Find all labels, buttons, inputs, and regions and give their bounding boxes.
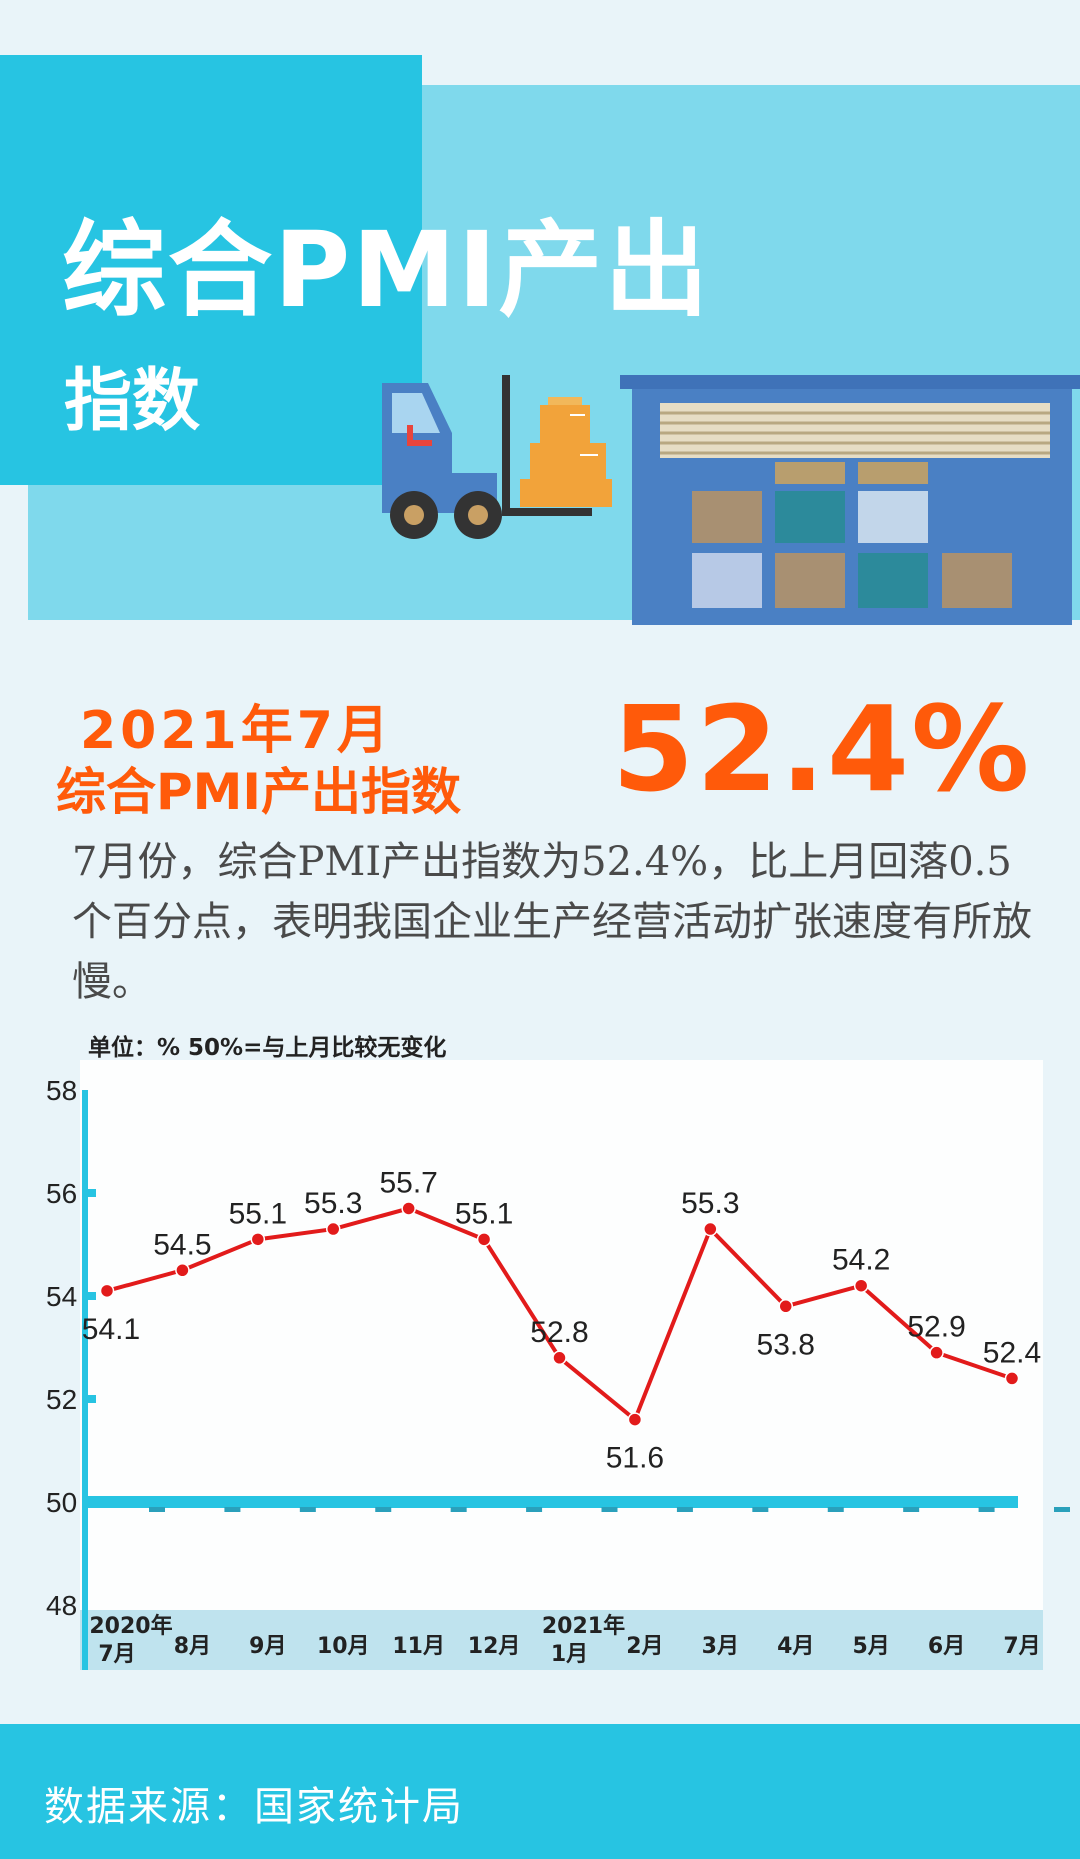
x-tick-label-year: 2021年 [542,1613,625,1639]
y-tick-label: 48 [46,1590,77,1621]
headline-date: 2021年7月 [80,701,393,761]
x-tick-label: 9月 [249,1634,286,1659]
x-tick-label-year: 2020年 [89,1613,172,1639]
x-tick-label: 8月 [174,1634,211,1659]
warehouse-icon [620,375,1080,625]
forklift-icon [382,375,612,539]
y-tick-label: 52 [46,1384,77,1415]
title-box [0,55,422,485]
x-tick-label: 3月 [702,1634,739,1659]
data-point [552,1350,567,1366]
data-point [627,1412,643,1427]
data-label: 54.1 [82,1313,140,1346]
data-point [703,1221,718,1237]
reference-tick [752,1507,769,1512]
chart-unit-note: 单位：% 50%=与上月比较无变化 [88,1035,447,1061]
reference-tick [299,1507,316,1512]
reference-line [88,1496,1018,1508]
data-point [929,1345,944,1360]
reference-tick [526,1507,543,1512]
x-tick-label: 12月 [468,1634,521,1659]
data-label: 54.5 [153,1228,211,1261]
y-tick-label: 54 [46,1281,77,1312]
x-tick-label: 11月 [392,1634,445,1659]
plot-background [80,1060,1043,1670]
data-point [175,1263,190,1278]
data-point [250,1232,266,1247]
y-tick-label: 56 [46,1178,77,1209]
data-label: 51.6 [606,1442,664,1475]
x-axis-band [80,1610,1043,1670]
x-tick-label: 6月 [928,1634,965,1659]
page-title: 综合PMI产出 [62,209,711,331]
y-axis-ticks: 48 50 52 54 56 58 [46,1075,96,1621]
x-tick-label-month: 1月 [551,1642,588,1667]
data-point [853,1278,869,1293]
reference-tick [1054,1507,1070,1512]
reference-tick [224,1507,241,1512]
data-label: 52.4 [983,1336,1041,1369]
data-point [326,1221,341,1237]
y-tick-mark [84,1292,96,1300]
series-line: 54.1 54.5 55.1 55.3 55.7 55.1 52.8 51.6 55.3 53.8… [82,1166,1041,1474]
description-text: 7月份，综合PMI产出指数为52.4%，比上月回落0.5个百分点，表明我国企业生… [72,839,1032,1005]
pmi-line-chart: 48 50 52 54 56 58 54.1 54.5 55.1 55.3 55.7 55.1 52.… [0,1025,1080,1725]
headline-label: 综合PMI产出指数 [56,763,462,821]
reference-tick [903,1507,920,1512]
reference-tick [375,1507,392,1512]
data-point [778,1299,793,1314]
x-tick-label-month: 7月 [98,1642,135,1667]
x-tick-label: 7月 [1003,1634,1040,1659]
data-label: 55.3 [681,1187,739,1220]
warehouse-forklift-illustration [382,375,1080,625]
reference-tick [149,1507,165,1512]
headline-value: 52.4% [612,680,1032,818]
reference-tick [978,1507,995,1512]
data-label: 55.1 [229,1197,287,1230]
reference-line-50 [88,1496,1070,1512]
x-tick-label: 5月 [853,1634,890,1659]
data-point [1004,1371,1020,1386]
reference-tick [676,1507,693,1512]
y-tick-mark [84,1395,96,1403]
y-tick-label: 58 [46,1075,77,1106]
data-point [99,1283,115,1299]
reference-tick [601,1507,618,1512]
data-point [476,1232,492,1247]
y-tick-label: 50 [46,1487,77,1518]
x-tick-label: 2月 [626,1634,663,1659]
y-tick-mark [84,1189,96,1197]
page-subtitle: 指数 [64,362,201,441]
data-label: 55.3 [304,1187,362,1220]
data-label: 55.7 [379,1166,437,1199]
x-tick-label: 10月 [317,1634,370,1659]
data-label: 52.8 [530,1316,588,1349]
reference-tick [827,1507,844,1512]
x-axis-labels: 2020年 7月 8月 9月 10月 11月 12月 2021年 1月 2月 3月 4月 5月 6月 7月 [89,1613,1040,1667]
data-label: 52.9 [907,1311,965,1344]
chart-canvas: 48 50 52 54 56 58 54.1 54.5 55.1 55.3 55.7 55.1 52.… [46,1060,1070,1670]
data-label: 53.8 [757,1328,815,1361]
data-source: 数据来源：国家统计局 [44,1784,464,1830]
footer: 数据来源：国家统计局 [0,1724,1080,1859]
data-label: 54.2 [832,1244,890,1277]
reference-tick [450,1507,467,1512]
y-axis-line [82,1090,88,1670]
data-point [401,1201,416,1216]
data-label: 55.1 [455,1197,513,1230]
x-tick-label: 4月 [777,1634,814,1659]
